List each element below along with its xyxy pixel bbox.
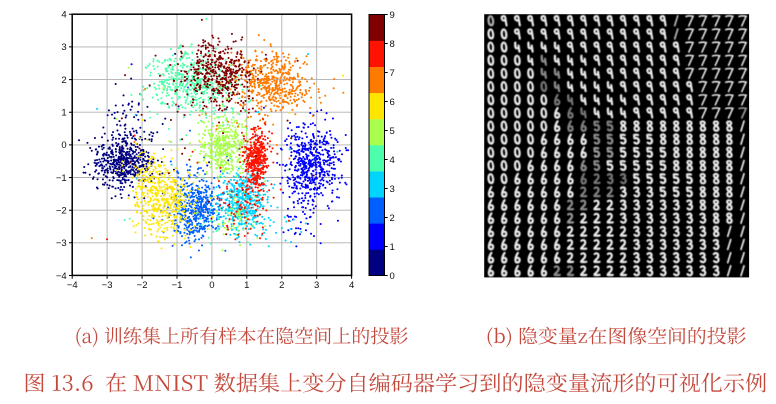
svg-text:−2: −2 xyxy=(56,206,67,217)
svg-text:3: 3 xyxy=(61,42,66,53)
svg-text:−1: −1 xyxy=(172,280,183,291)
svg-text:0: 0 xyxy=(209,280,214,291)
svg-text:2: 2 xyxy=(279,280,284,291)
svg-text:1: 1 xyxy=(390,242,395,253)
svg-text:4: 4 xyxy=(390,155,395,166)
svg-text:9: 9 xyxy=(390,10,395,21)
svg-text:3: 3 xyxy=(390,184,395,195)
svg-text:8: 8 xyxy=(390,39,395,50)
svg-text:2: 2 xyxy=(61,75,66,86)
svg-text:0: 0 xyxy=(390,271,395,282)
svg-text:3: 3 xyxy=(314,280,319,291)
svg-text:4: 4 xyxy=(61,10,66,21)
svg-text:6: 6 xyxy=(390,97,395,108)
svg-text:5: 5 xyxy=(390,126,395,137)
svg-text:−3: −3 xyxy=(56,238,67,249)
svg-text:−3: −3 xyxy=(102,280,113,291)
svg-text:0: 0 xyxy=(61,140,66,151)
svg-text:1: 1 xyxy=(61,108,66,119)
svg-text:−4: −4 xyxy=(56,271,67,282)
svg-text:7: 7 xyxy=(390,68,395,79)
svg-text:1: 1 xyxy=(244,280,249,291)
svg-text:−2: −2 xyxy=(137,280,148,291)
svg-text:−4: −4 xyxy=(67,280,78,291)
svg-text:−1: −1 xyxy=(56,173,67,184)
svg-text:2: 2 xyxy=(390,213,395,224)
svg-text:4: 4 xyxy=(349,280,354,291)
